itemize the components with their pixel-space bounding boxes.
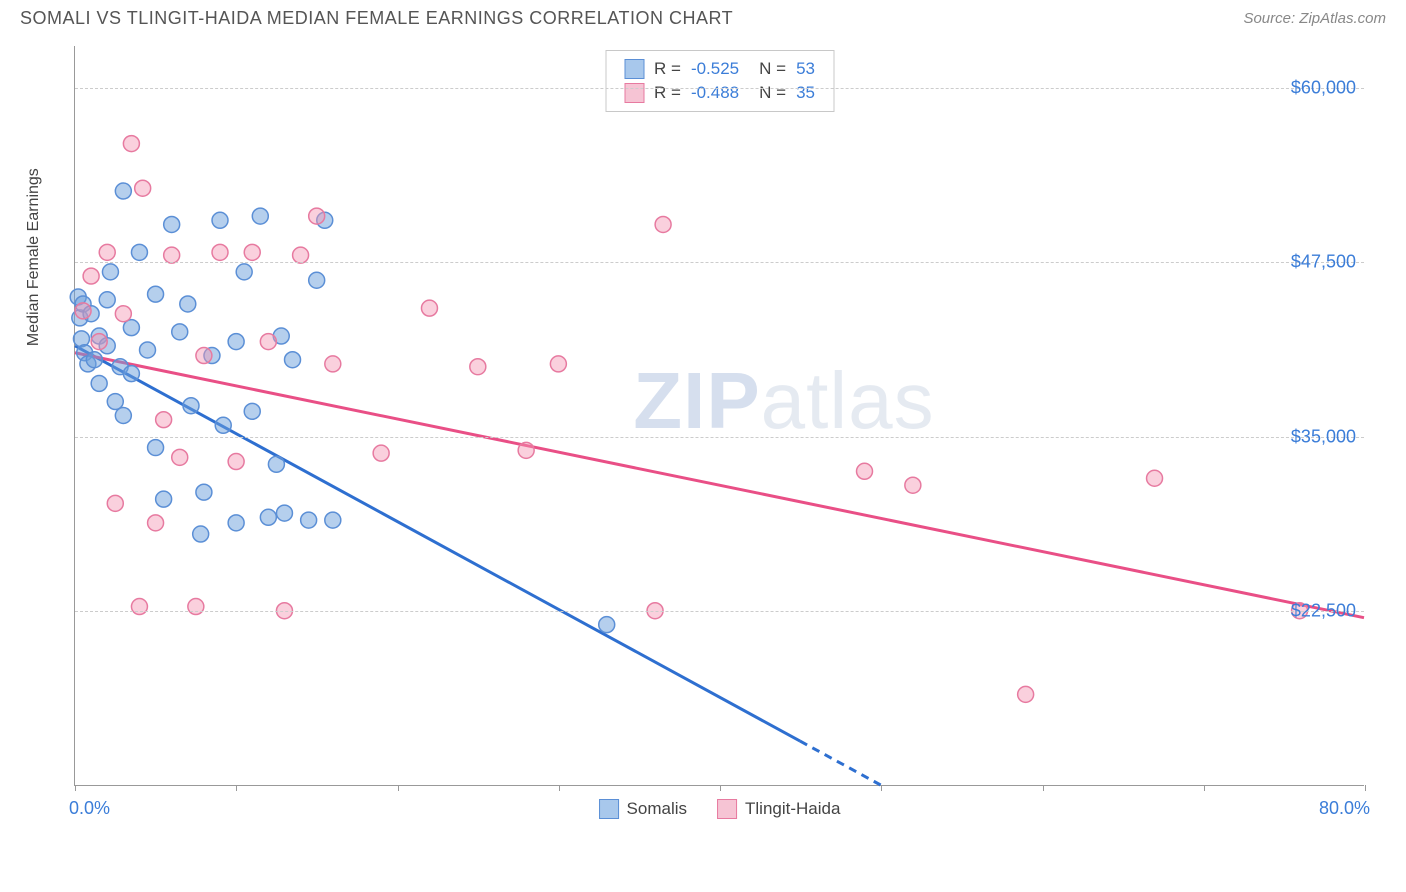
swatch-tlingit (624, 83, 644, 103)
legend-label-1: Tlingit-Haida (745, 799, 840, 819)
swatch-somalis-icon (599, 799, 619, 819)
legend-top: R = -0.525 N = 53 R = -0.488 N = 35 (605, 50, 834, 112)
x-axis-min-label: 0.0% (69, 798, 110, 819)
x-tick (1043, 785, 1044, 791)
y-tick-label: $60,000 (1291, 77, 1356, 98)
x-tick (881, 785, 882, 791)
grid-line (75, 88, 1364, 89)
x-tick (236, 785, 237, 791)
chart-container: Median Female Earnings ZIPatlas R = -0.5… (50, 46, 1386, 806)
legend-bottom: Somalis Tlingit-Haida (599, 799, 841, 819)
y-tick-label: $22,500 (1291, 601, 1356, 622)
legend-top-row-1: R = -0.488 N = 35 (624, 81, 815, 105)
grid-line (75, 611, 1364, 612)
y-tick-label: $47,500 (1291, 252, 1356, 273)
x-tick (1204, 785, 1205, 791)
r-value-0: -0.525 (691, 59, 739, 79)
x-tick (398, 785, 399, 791)
y-tick-label: $35,000 (1291, 426, 1356, 447)
n-value-0: 53 (796, 59, 815, 79)
legend-top-row-0: R = -0.525 N = 53 (624, 57, 815, 81)
swatch-somalis (624, 59, 644, 79)
legend-item-somalis: Somalis (599, 799, 687, 819)
n-value-1: 35 (796, 83, 815, 103)
x-tick (559, 785, 560, 791)
plot-svg (75, 46, 1364, 785)
chart-source: Source: ZipAtlas.com (1243, 10, 1386, 27)
y-axis-title: Median Female Earnings (25, 168, 43, 346)
x-tick (720, 785, 721, 791)
r-value-1: -0.488 (691, 83, 739, 103)
legend-label-0: Somalis (627, 799, 687, 819)
chart-header: SOMALI VS TLINGIT-HAIDA MEDIAN FEMALE EA… (0, 0, 1406, 39)
x-tick (75, 785, 76, 791)
grid-line (75, 262, 1364, 263)
x-axis-max-label: 80.0% (1319, 798, 1370, 819)
legend-item-tlingit: Tlingit-Haida (717, 799, 840, 819)
grid-line (75, 437, 1364, 438)
swatch-tlingit-icon (717, 799, 737, 819)
plot-area: ZIPatlas R = -0.525 N = 53 R = -0.488 N … (74, 46, 1364, 786)
x-tick (1365, 785, 1366, 791)
chart-title: SOMALI VS TLINGIT-HAIDA MEDIAN FEMALE EA… (20, 8, 733, 29)
